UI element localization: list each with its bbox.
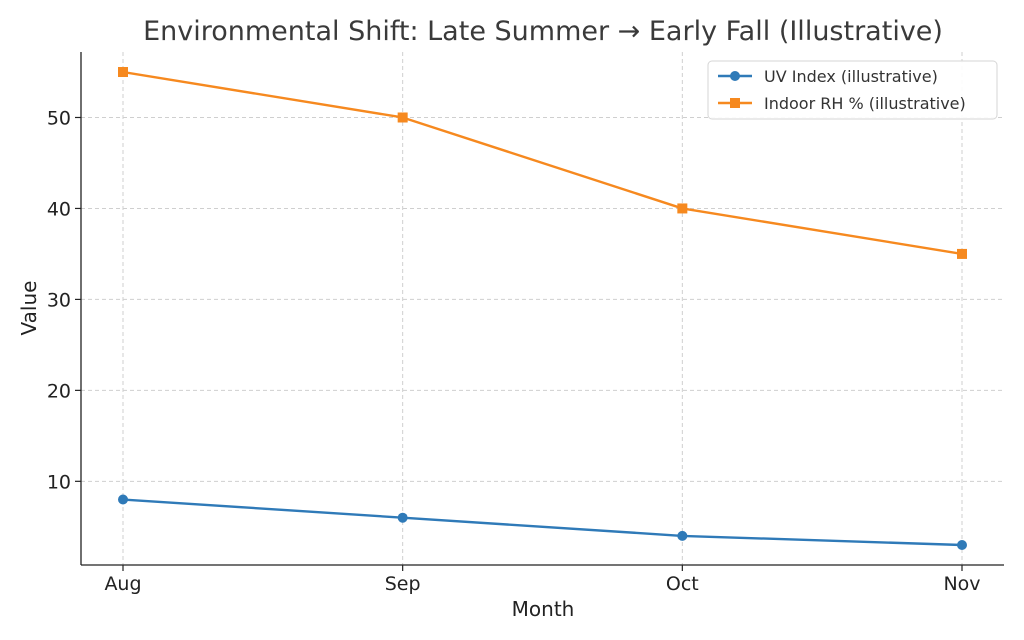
series-line [122,498,963,547]
legend-label: Indoor RH % (illustrative) [764,94,966,113]
y-tick-label: 40 [47,198,71,220]
y-tick-label: 30 [47,289,71,311]
series-line [122,70,963,256]
data-point [957,248,967,259]
data-point [118,494,128,505]
data-point [397,112,408,123]
legend-marker [730,71,740,81]
legend-label: UV Index (illustrative) [764,67,938,86]
data-point [397,512,408,523]
legend-box [707,60,998,120]
x-tick-label: Oct [666,573,699,595]
legend-marker [730,98,740,108]
x-tick-label: Sep [385,573,421,595]
y-tick-label: 50 [47,107,71,129]
chart-title: Environmental Shift: Late Summer → Early… [143,16,943,47]
data-point [677,203,688,214]
data-point [957,539,967,550]
data-point [118,67,128,78]
y-tick-label: 20 [47,380,71,402]
x-tick-label: Nov [943,573,980,595]
y-axis-label: Value [17,281,41,336]
series-layer [118,67,967,550]
y-tick-label: 10 [47,471,71,493]
grid-layer [81,52,1004,565]
data-point [677,530,688,541]
x-axis-label: Month [512,597,575,621]
legend: UV Index (illustrative) Indoor RH % (illu… [707,60,998,120]
axes-layer: 10 20 30 40 50 Aug Sep Oct Nov [47,52,1004,595]
x-tick-label: Aug [104,573,141,595]
